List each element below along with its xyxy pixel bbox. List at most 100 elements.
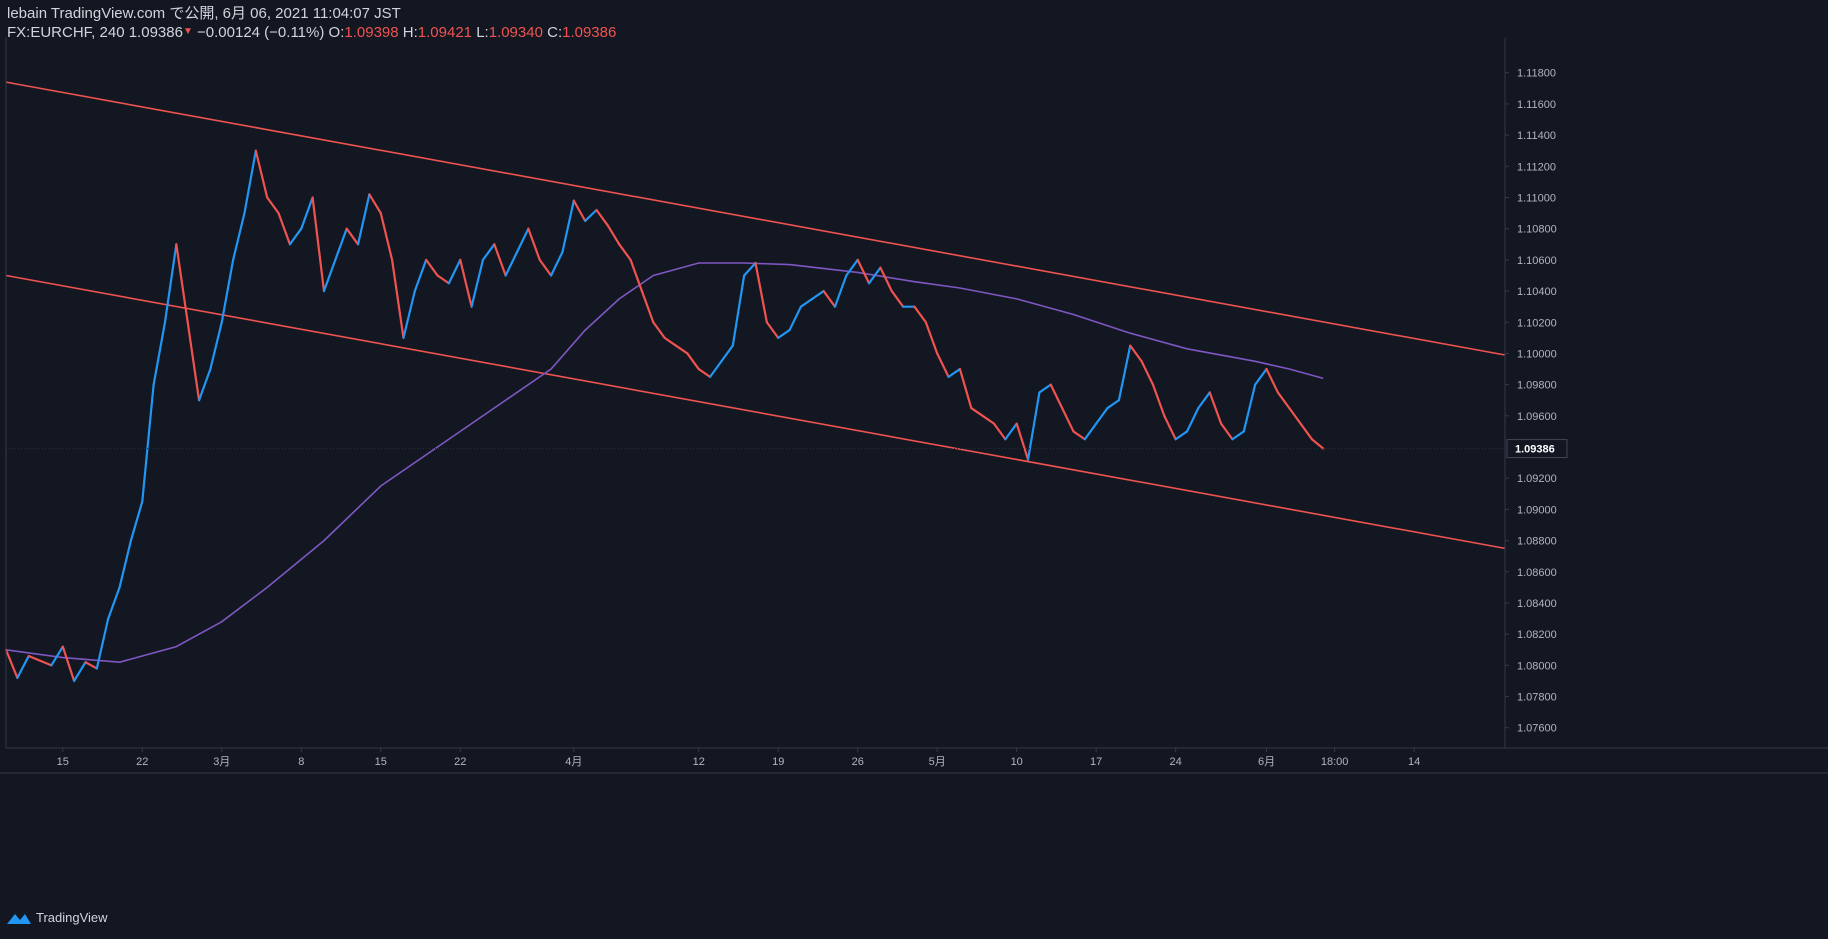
price-segment [447, 258, 462, 285]
price-segment [436, 274, 450, 285]
price-segment [413, 258, 428, 293]
price-segment [720, 344, 734, 363]
price-segment [867, 266, 882, 285]
open-label: O: [328, 24, 345, 41]
price-segment [1276, 391, 1291, 410]
price-segment [345, 227, 360, 246]
x-tick-label: 19 [772, 756, 784, 768]
price-segment [220, 258, 235, 324]
price-segment [1072, 430, 1086, 441]
y-tick-label: 1.08800 [1517, 536, 1557, 548]
price-segment [118, 539, 133, 589]
x-tick-label: 4月 [565, 756, 582, 768]
plot-area[interactable] [4, 81, 1506, 683]
price-segment [197, 367, 212, 402]
high-value: 1.09421 [417, 24, 473, 41]
price-segment [1254, 367, 1268, 386]
price-segment [300, 196, 314, 230]
published-line: lebain TradingView.com で公開, 6月 06, 2021 … [7, 5, 401, 22]
symbol-label: FX:EURCHF, 240 [7, 24, 125, 41]
price-segment [311, 196, 326, 293]
low-label: L: [476, 24, 489, 41]
price-segment [561, 199, 575, 254]
price-segment [924, 321, 939, 355]
price-segment [686, 352, 700, 371]
price-segment [1038, 383, 1052, 394]
price-segment [322, 258, 337, 293]
symbol-info-line: FX:EURCHF, 240 1.09386▼ −0.00124 (−0.11%… [7, 23, 616, 41]
y-tick-label: 1.07800 [1517, 692, 1557, 704]
y-tick-label: 1.11000 [1517, 193, 1556, 205]
price-segment [1219, 422, 1234, 441]
x-tick-label: 17 [1090, 756, 1102, 768]
price-segment [527, 227, 541, 261]
last-price: 1.09386 [128, 24, 183, 41]
price-segment [425, 258, 439, 277]
price-segment [391, 258, 405, 339]
x-tick-label: 6月 [1258, 756, 1275, 768]
price-segment [368, 193, 382, 215]
price-segment [606, 224, 621, 246]
price-segment [1117, 344, 1132, 402]
price-segment [549, 250, 564, 277]
price-segment [1106, 399, 1120, 410]
x-tick-label: 22 [454, 756, 466, 768]
x-tick-label: 24 [1170, 756, 1182, 768]
price-segment [288, 227, 303, 246]
y-tick-label: 1.10200 [1517, 317, 1557, 329]
price-segment [697, 367, 712, 378]
x-tick-label: 18:00 [1321, 756, 1349, 768]
last-price-badge [1506, 439, 1568, 459]
y-tick-label: 1.09600 [1517, 411, 1557, 423]
price-segment [1231, 430, 1245, 441]
price-segment [1288, 406, 1302, 425]
axes: 1.11800 1.11600 1.11400 1.11200 1.11000 1.108… [0, 38, 1828, 774]
price-segment [504, 250, 519, 277]
price-segment [1265, 367, 1279, 394]
price-segment [970, 406, 984, 417]
price-segment [163, 243, 178, 324]
price-segment [992, 422, 1007, 441]
price-segment [50, 645, 64, 667]
price-segment [572, 199, 587, 222]
price-segment [61, 645, 76, 683]
tradingview-brand[interactable]: TradingView [6, 910, 108, 925]
price-segment [129, 500, 144, 542]
price-segment [777, 328, 791, 339]
price-segment [856, 258, 871, 285]
close-label: C: [547, 24, 563, 41]
price-segment [811, 289, 825, 300]
price-segment [186, 321, 201, 402]
price-segment [1310, 438, 1325, 450]
x-tick-label: 3月 [213, 756, 230, 768]
price-segment [890, 289, 905, 308]
y-tick-label: 1.09200 [1517, 473, 1557, 485]
price-segment [459, 258, 473, 308]
price-segment [788, 305, 803, 332]
price-segment [1083, 422, 1098, 441]
x-tick-label: 10 [1011, 756, 1023, 768]
price-segment [595, 208, 609, 227]
price-segment [402, 289, 416, 339]
price-segment [538, 258, 553, 277]
brand-label: TradingView [36, 910, 108, 925]
price-segment [1174, 430, 1189, 441]
x-tick-label: 12 [693, 756, 705, 768]
price-segment [799, 297, 814, 308]
price-segment [1197, 391, 1211, 410]
price-segment [1129, 344, 1143, 363]
price-segment [334, 227, 348, 261]
price-segment [947, 367, 962, 378]
price-segment [73, 661, 87, 683]
y-tick-label: 1.08000 [1517, 660, 1557, 672]
y-tick-label: 1.09800 [1517, 380, 1557, 392]
x-tick-label: 8 [298, 756, 304, 768]
price-segment [175, 243, 189, 324]
price-segment [379, 212, 394, 261]
high-label: H: [402, 24, 418, 41]
price-segment [1185, 406, 1200, 433]
price-segment [1140, 360, 1155, 386]
price-segment [629, 258, 644, 293]
